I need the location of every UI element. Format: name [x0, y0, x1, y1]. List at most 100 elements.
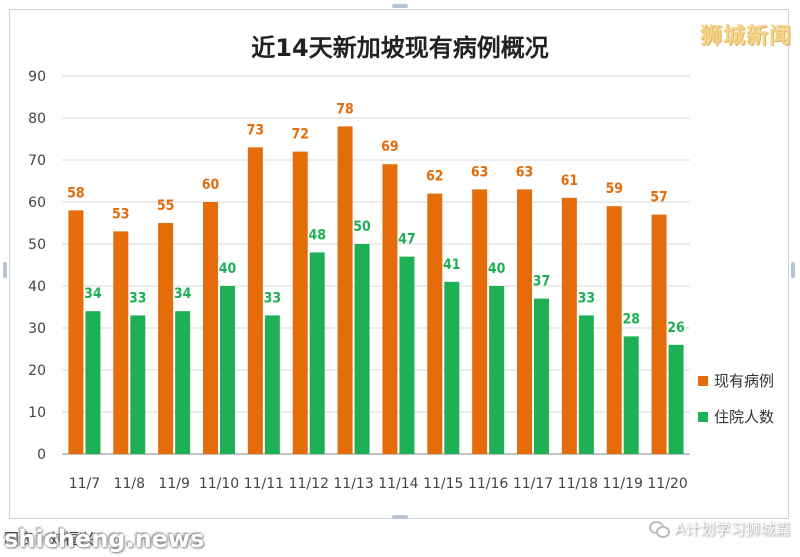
bar-current-cases [203, 202, 218, 454]
bar-hospitalized [623, 336, 639, 454]
y-tick-label: 40 [28, 279, 46, 295]
bar-hospitalized [668, 344, 684, 454]
x-tick-label: 11/7 [69, 476, 100, 492]
bars [68, 126, 684, 455]
bar-hospitalized [220, 286, 235, 454]
wechat-icon [648, 520, 670, 538]
data-label: 57 [650, 190, 668, 206]
data-label: 55 [157, 198, 175, 214]
data-label: 40 [219, 261, 237, 277]
bar-current-cases [68, 210, 84, 454]
data-label: 63 [516, 164, 534, 180]
wechat-account-name: A计划学习狮城篇 [674, 520, 790, 538]
data-label: 58 [67, 185, 85, 201]
bar-hospitalized [578, 315, 594, 454]
bar-current-cases [337, 126, 353, 455]
y-tick-label: 90 [28, 69, 46, 85]
x-tick-label: 11/16 [468, 476, 508, 492]
legend-label: 现有病例 [714, 372, 774, 390]
x-tick-label: 11/13 [333, 476, 373, 492]
bar-hospitalized [85, 311, 101, 454]
x-tick-label: 11/12 [289, 476, 329, 492]
bar-hospitalized [534, 298, 549, 454]
x-tick-label: 11/19 [603, 476, 643, 492]
data-label: 41 [443, 257, 461, 273]
x-tick-label: 11/20 [647, 476, 687, 492]
data-label: 73 [247, 122, 265, 138]
bar-current-cases [651, 214, 667, 454]
site-watermark: shicheng.news [4, 525, 205, 553]
x-tick-label: 11/11 [244, 476, 284, 492]
bar-current-cases [517, 189, 532, 454]
y-tick-label: 30 [28, 321, 46, 337]
bar-current-cases [427, 193, 443, 454]
data-label: 34 [84, 286, 102, 302]
x-tick-label: 11/18 [558, 476, 598, 492]
bar-hospitalized [130, 315, 146, 454]
data-label: 53 [112, 206, 130, 222]
bar-hospitalized [264, 315, 280, 454]
bar-hospitalized [444, 281, 460, 454]
bar-current-cases [382, 164, 398, 454]
data-label: 72 [291, 127, 309, 143]
data-label: 60 [202, 177, 220, 193]
data-label: 59 [605, 181, 623, 197]
bar-current-cases [561, 197, 577, 455]
data-label: 61 [561, 173, 579, 189]
data-label: 26 [667, 320, 685, 336]
legend-swatch [698, 412, 708, 422]
bar-current-cases [292, 151, 308, 454]
resize-handle-right[interactable] [791, 262, 795, 278]
source-note: 图表：刘福兴 [4, 530, 95, 548]
bar-hospitalized [489, 286, 505, 454]
x-tick-label: 11/10 [199, 476, 239, 492]
data-label: 37 [533, 274, 551, 290]
legend-label: 住院人数 [714, 408, 774, 426]
data-label: 33 [578, 290, 596, 306]
brand-watermark: 狮城新闻 [699, 24, 792, 49]
data-label: 62 [426, 169, 444, 185]
y-tick-label: 50 [28, 237, 46, 253]
bar-hospitalized [175, 311, 191, 454]
y-axis-ticks: 0 10 20 30 40 50 60 70 80 90 [28, 69, 46, 463]
data-label: 63 [471, 164, 489, 180]
resize-handle-top[interactable] [392, 4, 408, 8]
data-label: 40 [488, 261, 506, 277]
bar-hospitalized [399, 256, 415, 454]
data-label: 69 [381, 139, 399, 155]
bar-current-cases [113, 231, 129, 454]
x-tick-label: 11/15 [423, 476, 463, 492]
gridlines [62, 75, 690, 455]
data-labels: 58 34 53 33 55 34 60 40 73 33 72 48 78 50 69 47 62 41 63 40… [67, 101, 685, 335]
y-tick-label: 70 [28, 153, 46, 169]
x-axis-ticks: 11/7 11/8 11/9 11/10 11/11 11/12 11/13 11/14 11/… [69, 476, 688, 492]
y-tick-label: 60 [28, 195, 46, 211]
legend-swatch [698, 376, 708, 386]
bar-current-cases [472, 189, 488, 454]
data-label: 78 [336, 101, 354, 117]
resize-handle-left[interactable] [3, 262, 7, 278]
y-tick-label: 10 [28, 405, 46, 421]
bar-hospitalized [309, 252, 325, 454]
x-tick-label: 11/14 [378, 476, 418, 492]
data-label: 28 [622, 311, 640, 327]
x-tick-label: 11/9 [158, 476, 189, 492]
x-tick-label: 11/17 [513, 476, 553, 492]
bar-hospitalized [354, 244, 370, 454]
x-tick-label: 11/8 [114, 476, 145, 492]
bar-current-cases [158, 223, 174, 454]
data-label: 48 [308, 227, 326, 243]
bar-current-cases [606, 206, 622, 454]
y-tick-label: 80 [28, 111, 46, 127]
y-tick-label: 0 [37, 447, 46, 463]
data-label: 33 [264, 290, 282, 306]
data-label: 34 [174, 286, 192, 302]
chart-title: 近14天新加坡现有病例概况 [251, 34, 548, 62]
data-label: 33 [129, 290, 147, 306]
resize-handle-bottom[interactable] [392, 515, 408, 519]
data-label: 50 [353, 219, 371, 235]
bar-current-cases [247, 147, 263, 454]
wechat-account: A计划学习狮城篇 [648, 518, 790, 539]
